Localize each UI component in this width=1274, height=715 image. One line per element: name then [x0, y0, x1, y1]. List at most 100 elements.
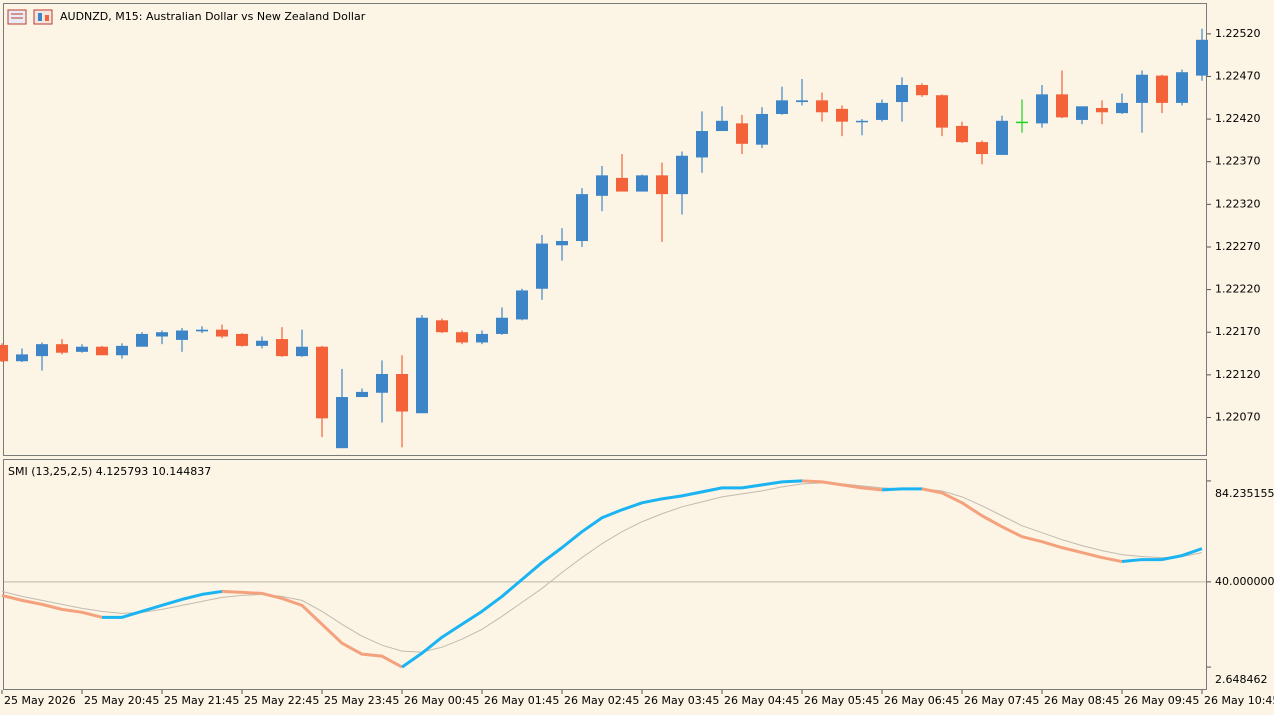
- candle-body: [196, 329, 208, 332]
- candle-body: [456, 332, 468, 343]
- candle-body: [956, 125, 968, 143]
- candle-body: [576, 194, 588, 242]
- icon: [7, 9, 27, 25]
- icon: [33, 9, 53, 25]
- candle-body: [476, 333, 488, 343]
- candle-body: [696, 131, 708, 158]
- candle-body: [516, 290, 528, 320]
- candle-body: [876, 102, 888, 120]
- candle-body: [776, 100, 788, 114]
- icon: [45, 15, 49, 21]
- x-tick-label: 26 May 10:45: [1204, 694, 1274, 707]
- candle-body: [136, 333, 148, 347]
- x-tick-label: 25 May 21:45: [164, 694, 239, 707]
- y-tick-label: 1.22120: [1215, 368, 1261, 381]
- candle-body: [996, 120, 1008, 155]
- candle-body: [96, 346, 108, 356]
- candle-body: [916, 84, 928, 96]
- candle-body: [1116, 102, 1128, 114]
- candle-body: [176, 330, 188, 340]
- candle-body: [356, 391, 368, 398]
- x-tick-label: 25 May 2026: [4, 694, 76, 707]
- candle-body: [756, 113, 768, 145]
- candle-body: [1096, 108, 1108, 113]
- x-tick-label: 26 May 00:45: [404, 694, 479, 707]
- candle-body: [276, 339, 288, 357]
- x-tick-label: 26 May 05:45: [804, 694, 879, 707]
- x-tick-label: 26 May 04:45: [724, 694, 799, 707]
- y-tick-label: 1.22170: [1215, 325, 1261, 338]
- candle-body: [436, 320, 448, 333]
- y-tick-label: 1.22320: [1215, 197, 1261, 210]
- candle-body: [896, 84, 908, 103]
- candle-body: [1136, 74, 1148, 103]
- x-tick-label: 26 May 03:45: [644, 694, 719, 707]
- candle-body: [676, 155, 688, 195]
- main-line: [881, 487, 922, 492]
- x-tick-label: 26 May 09:45: [1124, 694, 1199, 707]
- candle-body: [0, 345, 8, 362]
- candle-body: [316, 346, 328, 419]
- x-tick-label: 26 May 01:45: [484, 694, 559, 707]
- y-tick-label: 1.22370: [1215, 155, 1261, 168]
- main-line: [801, 479, 883, 492]
- indicator-title: SMI (13,25,2,5) 4.125793 10.144837: [8, 465, 211, 478]
- candle-body: [336, 397, 348, 449]
- main-line: [1121, 547, 1203, 564]
- candle-body: [796, 100, 808, 103]
- y-tick-label: 1.22420: [1215, 112, 1261, 125]
- candle-body: [636, 175, 648, 192]
- y-tick-label: 1.22520: [1215, 27, 1261, 40]
- candle-body: [736, 123, 748, 144]
- indicator-pane-frame: [3, 459, 1207, 690]
- y-tick-label: 2.648462: [1215, 673, 1268, 686]
- candle-body: [556, 241, 568, 246]
- y-tick-label: 1.22470: [1215, 69, 1261, 82]
- x-tick-label: 25 May 22:45: [244, 694, 319, 707]
- main-line: [1, 593, 103, 619]
- y-tick-label: 1.22220: [1215, 283, 1261, 296]
- x-tick-label: 25 May 20:45: [84, 694, 159, 707]
- candle-body: [396, 374, 408, 412]
- chart-title: AUDNZD, M15: Australian Dollar vs New Ze…: [60, 10, 366, 23]
- signal-line: [1, 482, 1203, 653]
- y-tick-label: 40.000000: [1215, 575, 1274, 588]
- y-tick-label: 1.22070: [1215, 410, 1261, 423]
- candle-body: [1156, 75, 1168, 103]
- main-line: [401, 479, 803, 669]
- candle-body: [416, 317, 428, 414]
- main-line: [921, 487, 1123, 564]
- main-pane-frame: [3, 3, 1207, 456]
- candle-body: [256, 340, 268, 346]
- candle-body: [236, 333, 248, 346]
- candle-body: [976, 142, 988, 155]
- main-line: [221, 589, 403, 669]
- candle-body: [156, 332, 168, 337]
- candle-body: [76, 346, 88, 352]
- candle-body: [616, 177, 628, 192]
- icon: [38, 13, 42, 21]
- y-tick-label: 1.22270: [1215, 240, 1261, 253]
- x-tick-label: 26 May 07:45: [964, 694, 1039, 707]
- candle-body: [656, 175, 668, 195]
- x-tick-label: 26 May 06:45: [884, 694, 959, 707]
- candle-body: [36, 344, 48, 357]
- chart-icons: [7, 9, 53, 25]
- candle-body: [116, 345, 128, 356]
- candle-body: [856, 120, 868, 123]
- candle-body: [56, 344, 68, 353]
- candle-body: [16, 354, 28, 362]
- candle-body: [816, 100, 828, 113]
- candle-body: [1056, 94, 1068, 118]
- y-tick-label: 84.235155: [1215, 487, 1274, 500]
- candle-body: [296, 346, 308, 357]
- x-tick-label: 26 May 02:45: [564, 694, 639, 707]
- candle-body: [716, 120, 728, 132]
- candle-body: [1016, 121, 1028, 124]
- candle-body: [836, 108, 848, 122]
- candle-body: [536, 243, 548, 289]
- x-tick-label: 26 May 08:45: [1044, 694, 1119, 707]
